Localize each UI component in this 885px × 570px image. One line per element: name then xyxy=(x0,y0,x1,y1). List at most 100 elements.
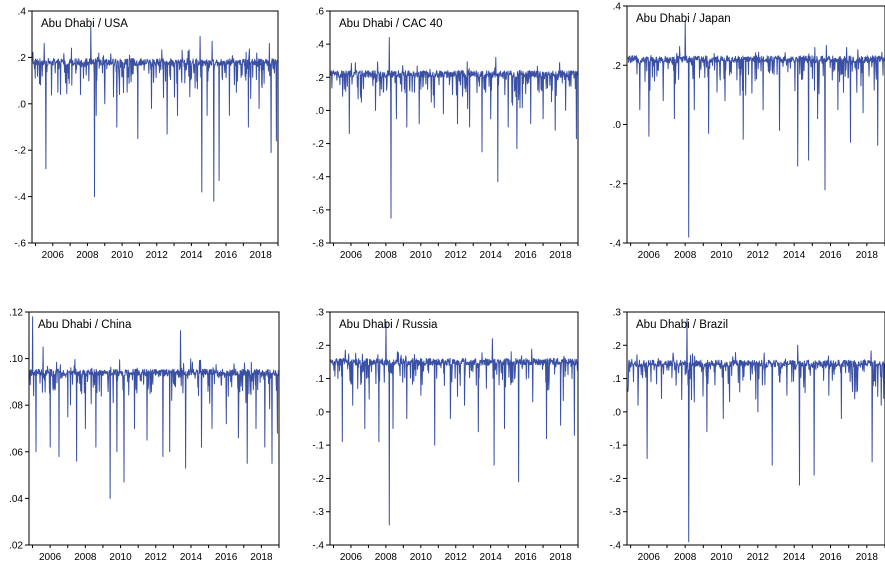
x-tick-label: 2018 xyxy=(549,552,572,563)
y-tick-label: .06 xyxy=(9,447,23,458)
x-tick-label: 2016 xyxy=(819,552,842,563)
x-tick-label: 2016 xyxy=(514,552,537,563)
x-tick-label: 2018 xyxy=(549,250,572,261)
x-tick-label: 2006 xyxy=(638,250,661,261)
x-tick-label: 2010 xyxy=(410,250,433,261)
x-tick-label: 2006 xyxy=(39,552,62,563)
y-tick-label: -.4 xyxy=(14,192,26,203)
y-tick-label: -.6 xyxy=(14,239,26,250)
y-tick-label: -.1 xyxy=(609,441,621,452)
x-tick-label: 2010 xyxy=(109,552,132,563)
y-tick-label: .1 xyxy=(316,374,325,385)
x-tick-label: 2014 xyxy=(480,552,503,563)
panel-title: Abu Dhabi / USA xyxy=(41,18,128,30)
x-tick-label: 2012 xyxy=(146,250,169,261)
chart-panel-4: .02 .04 .06 .08 .10 .12 2006 2008 2010 2012 2014 20… xyxy=(9,308,280,563)
x-tick-label: 2014 xyxy=(783,250,806,261)
x-tick-label: 2008 xyxy=(76,250,99,261)
y-tick-label: -.3 xyxy=(312,507,324,518)
series-line xyxy=(330,321,578,526)
x-tick-label: 2014 xyxy=(180,552,203,563)
x-tick-label: 2006 xyxy=(42,250,65,261)
x-tick-label: 2010 xyxy=(710,552,733,563)
x-tick-label: 2014 xyxy=(783,552,806,563)
y-tick-label: .1 xyxy=(613,374,622,385)
plot-frame xyxy=(329,311,579,546)
y-tick-label: .0 xyxy=(18,99,27,110)
x-tick-label: 2014 xyxy=(180,250,203,261)
y-tick-label: .02 xyxy=(9,541,23,552)
y-tick-label: .6 xyxy=(316,7,325,18)
y-tick-label: -.4 xyxy=(312,541,324,552)
y-tick-label: -.2 xyxy=(609,179,621,190)
y-tick-label: -.1 xyxy=(312,441,324,452)
y-tick-label: -.8 xyxy=(312,239,324,250)
chart-panel-1: -.6 -.4 -.2 .0 .2 .4 2006 2008 2010 2012 2014 2016 2… xyxy=(14,7,279,261)
y-tick-label: .3 xyxy=(613,308,622,319)
x-tick-label: 2010 xyxy=(111,250,134,261)
x-tick-label: 2010 xyxy=(710,250,733,261)
x-tick-label: 2014 xyxy=(480,250,503,261)
x-tick-label: 2008 xyxy=(674,250,697,261)
x-tick-label: 2006 xyxy=(638,552,661,563)
y-tick-label: .0 xyxy=(613,407,622,418)
y-tick-label: .0 xyxy=(613,120,622,131)
series-line xyxy=(29,316,279,499)
x-tick-label: 2006 xyxy=(340,552,363,563)
y-tick-label: .2 xyxy=(316,73,325,84)
x-tick-label: 2018 xyxy=(856,552,879,563)
series-line xyxy=(627,20,885,238)
y-tick-label: .2 xyxy=(613,61,622,72)
plot-frame xyxy=(626,311,885,546)
x-tick-label: 2016 xyxy=(215,552,238,563)
x-tick-label: 2010 xyxy=(410,552,433,563)
y-tick-label: .2 xyxy=(18,53,27,64)
y-tick-label: -.2 xyxy=(312,139,324,150)
y-tick-label: -.2 xyxy=(14,146,26,157)
x-tick-label: 2016 xyxy=(514,250,537,261)
plot-frame xyxy=(626,5,885,244)
x-tick-label: 2008 xyxy=(375,250,398,261)
plot-frame xyxy=(329,10,579,244)
x-tick-label: 2016 xyxy=(215,250,238,261)
panel-title: Abu Dhabi / Brazil xyxy=(636,319,728,331)
x-tick-label: 2018 xyxy=(250,552,273,563)
x-tick-label: 2008 xyxy=(74,552,97,563)
y-tick-label: .2 xyxy=(316,341,325,352)
y-tick-label: .12 xyxy=(9,308,23,319)
x-tick-label: 2012 xyxy=(445,552,468,563)
x-tick-label: 2008 xyxy=(375,552,398,563)
y-tick-label: .3 xyxy=(316,308,325,319)
y-tick-label: -.4 xyxy=(312,172,324,183)
plot-frame xyxy=(28,311,280,546)
chart-panel-2: -.8 -.6 -.4 -.2 .0 .2 .4 .6 2006 2008 2010 2012 2014… xyxy=(312,7,579,261)
y-tick-label: -.4 xyxy=(609,541,621,552)
y-tick-label: .0 xyxy=(316,106,325,117)
x-tick-label: 2006 xyxy=(340,250,363,261)
y-tick-label: -.4 xyxy=(609,239,621,250)
x-tick-label: 2012 xyxy=(747,552,770,563)
panel-title: Abu Dhabi / Japan xyxy=(636,13,731,25)
plot-frame xyxy=(31,10,279,244)
x-tick-label: 2016 xyxy=(819,250,842,261)
x-tick-label: 2008 xyxy=(674,552,697,563)
chart-panel-6: -.4 -.3 -.2 -.1 .0 .1 .2 .3 2006 2008 2010 2012 2014… xyxy=(609,308,885,563)
y-tick-label: -.3 xyxy=(609,507,621,518)
y-tick-label: .2 xyxy=(613,341,622,352)
x-tick-label: 2018 xyxy=(250,250,273,261)
x-tick-label: 2012 xyxy=(747,250,770,261)
x-tick-label: 2018 xyxy=(856,250,879,261)
y-tick-label: .4 xyxy=(316,40,325,51)
panel-title: Abu Dhabi / China xyxy=(38,319,132,331)
panel-title: Abu Dhabi / CAC 40 xyxy=(339,18,443,30)
y-tick-label: .4 xyxy=(613,2,622,13)
panel-title: Abu Dhabi / Russia xyxy=(339,319,438,331)
y-tick-label: .04 xyxy=(9,494,23,505)
x-tick-label: 2012 xyxy=(145,552,168,563)
y-tick-label: -.2 xyxy=(609,474,621,485)
y-tick-label: .08 xyxy=(9,401,23,412)
y-tick-label: -.6 xyxy=(312,205,324,216)
y-tick-label: .10 xyxy=(9,354,23,365)
chart-panel-5: -.4 -.3 -.2 -.1 .0 .1 .2 .3 2006 2008 2010 2012 2014… xyxy=(312,308,579,563)
